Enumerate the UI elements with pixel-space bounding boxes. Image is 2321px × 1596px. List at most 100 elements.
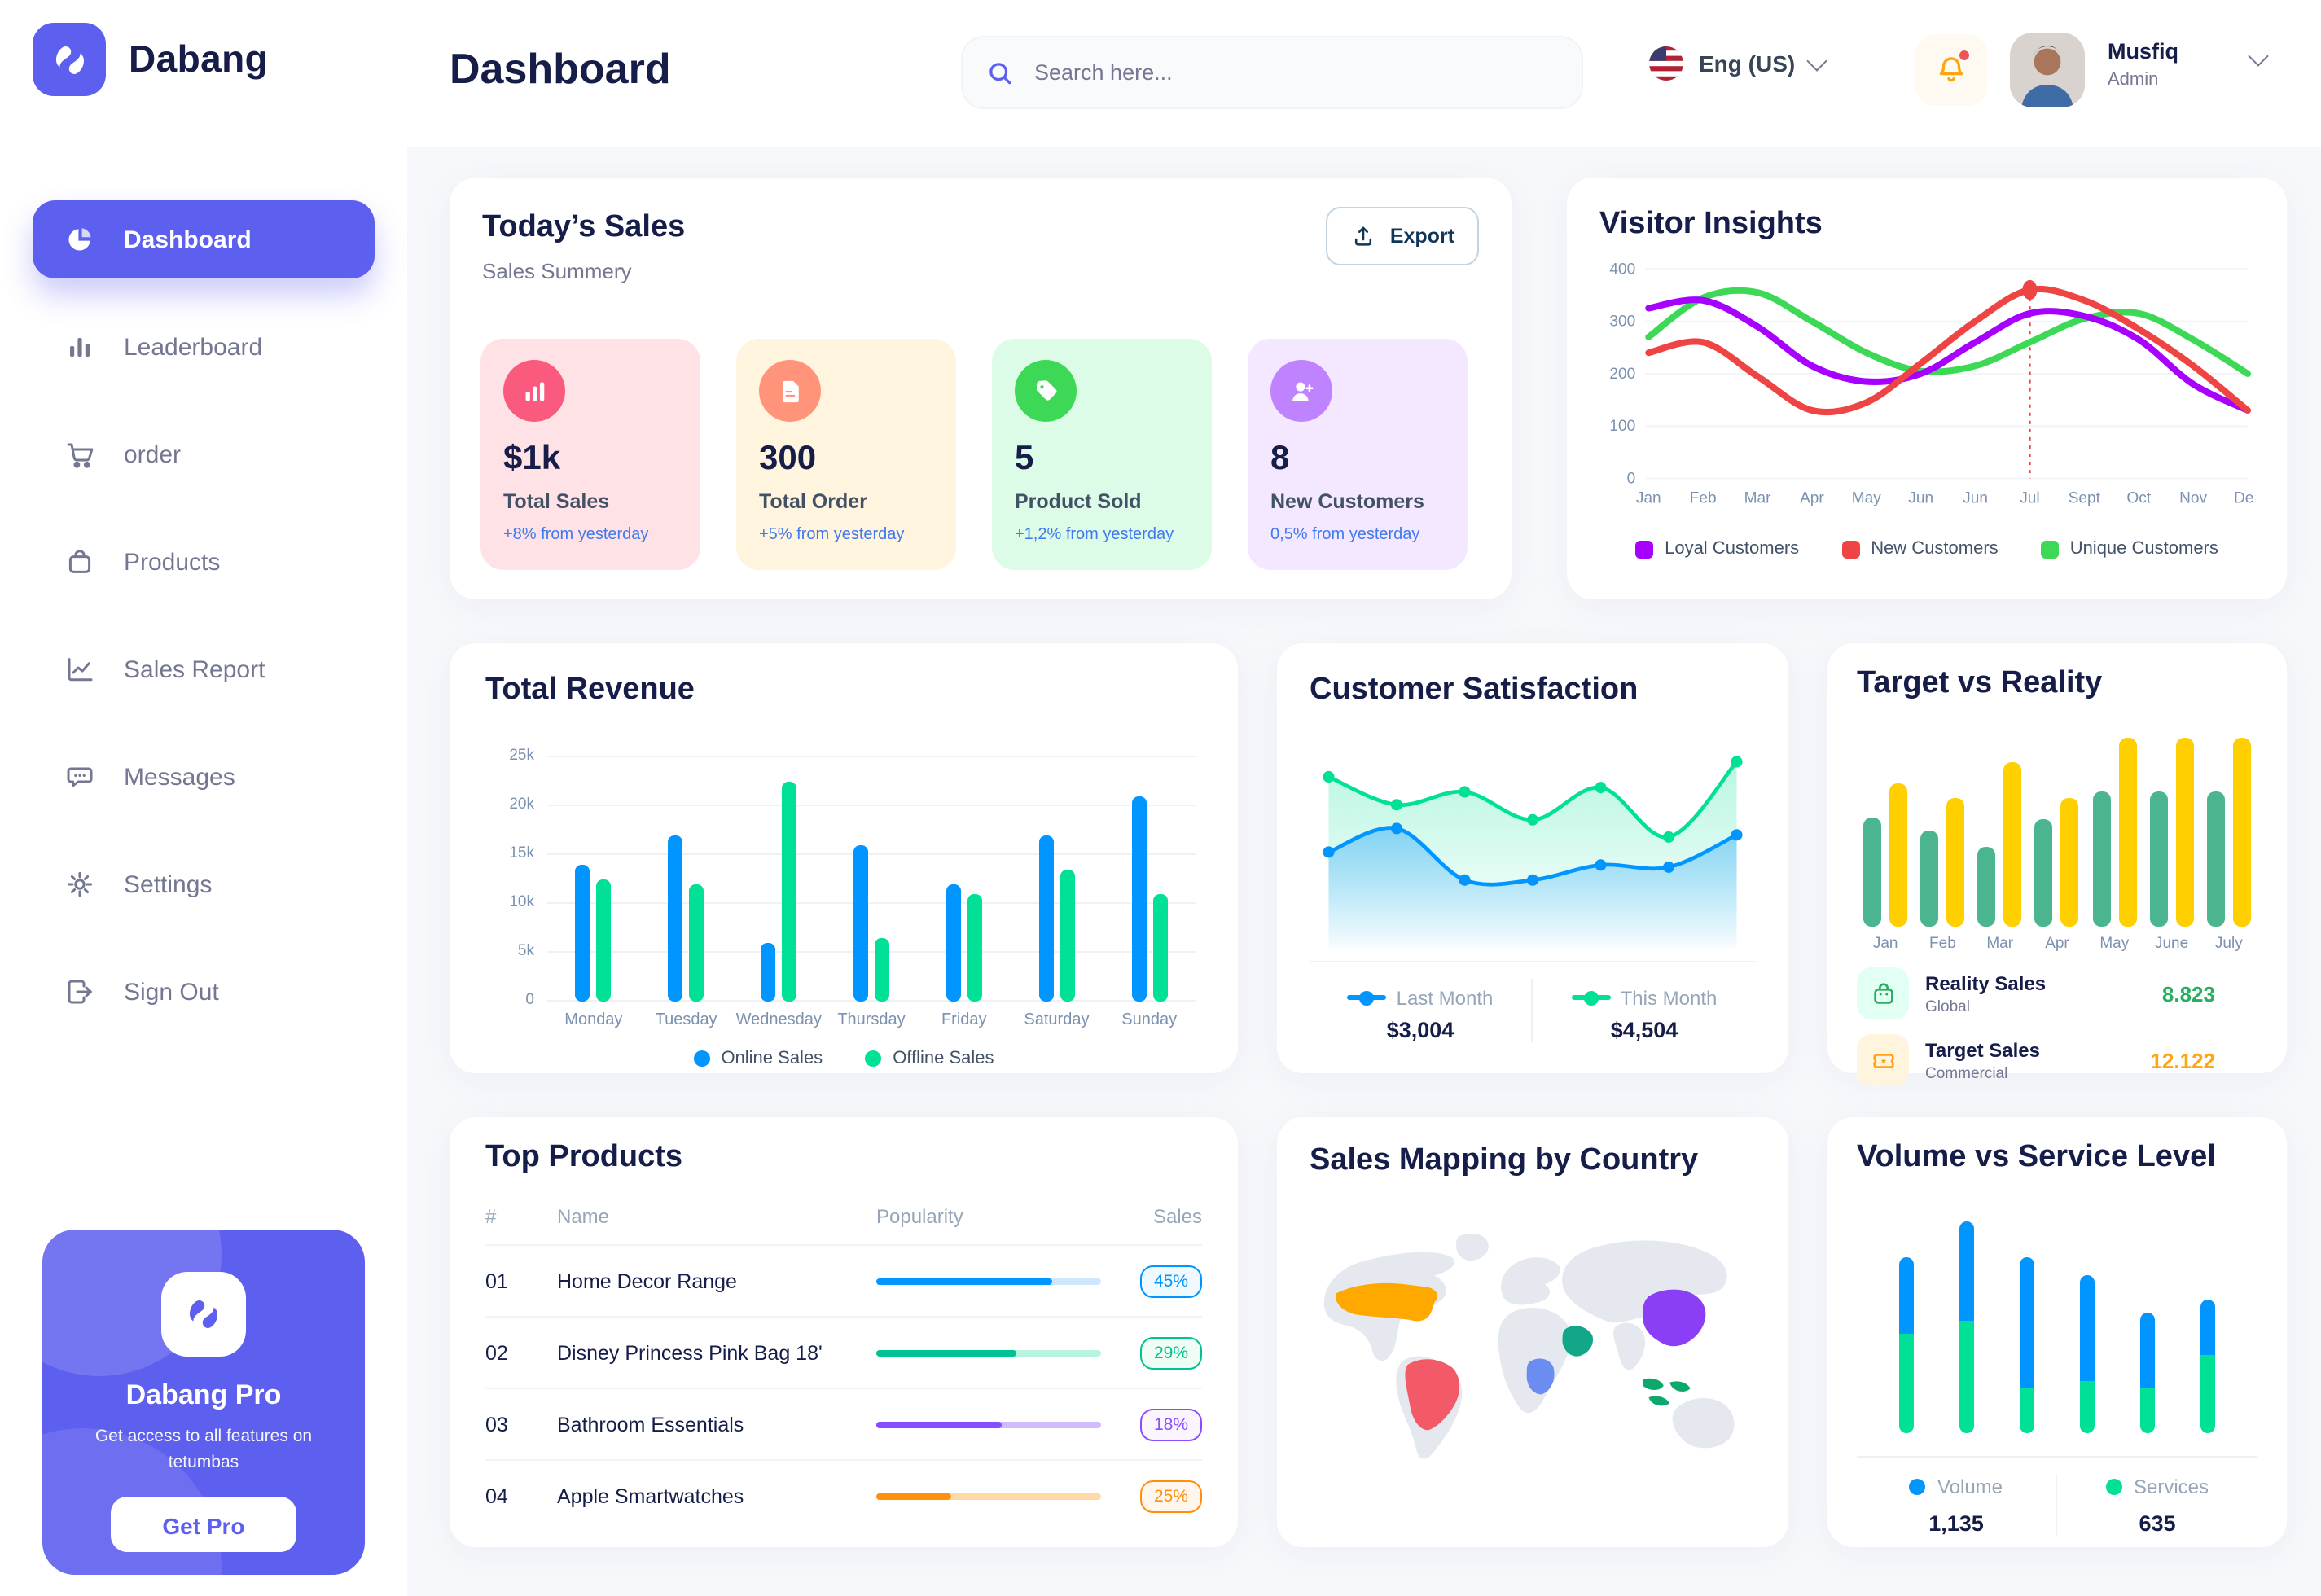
notifications-button[interactable] [1915, 34, 1987, 106]
bar-offline-sales [875, 938, 889, 1002]
visitor-insights-chart: 0 100 200 300 400 Jan Feb Mar Apr May Jun Jun Jul Sep… [1609, 261, 2254, 507]
new-customers-swatch [1841, 540, 1860, 558]
legend-item: Online Sales [693, 1049, 823, 1068]
user-chevron-down-icon[interactable] [2248, 46, 2269, 67]
customer-satisfaction-legend: Last Month $3,004 This Month $4,504 [1310, 961, 1756, 1041]
popularity-bar [876, 1421, 1101, 1427]
bar-target-sales [1946, 798, 1965, 927]
svg-text:Oct: Oct [2126, 490, 2151, 507]
chevron-down-icon [1806, 50, 1827, 71]
pro-title: Dabang Pro [125, 1379, 282, 1410]
unique-customers-swatch [2040, 540, 2059, 558]
sidebar-item-order[interactable]: order [33, 415, 375, 493]
sidebar: Dabang Dashboard Leaderboard order Products… [0, 0, 407, 1596]
customer-satisfaction-card: Customer Satisfaction Last Month $3,004 … [1277, 643, 1788, 1073]
user-role: Admin [2108, 70, 2159, 90]
product-rank: 02 [485, 1341, 508, 1364]
target-bar-group-may [2086, 737, 2143, 927]
search-input[interactable] [1031, 59, 1559, 86]
sidebar-item-settings[interactable]: Settings [33, 845, 375, 923]
sales-badge: 18% [1140, 1408, 1202, 1440]
bar-offline-sales [1152, 894, 1168, 1002]
world-map [1323, 1234, 1735, 1459]
customer-satisfaction-chart [1323, 756, 1743, 948]
sales-mapping-title: Sales Mapping by Country [1310, 1143, 1699, 1177]
sales-badge: 25% [1140, 1480, 1202, 1513]
revenue-bar-group-monday [547, 757, 640, 1002]
sales-badge: 45% [1140, 1265, 1202, 1297]
this-month-legend: This Month $4,504 [1533, 979, 1756, 1041]
map-greenland [1455, 1234, 1489, 1261]
bell-icon [1939, 57, 1963, 82]
cart-icon [62, 436, 98, 472]
product-rank: 03 [485, 1413, 508, 1436]
language-selector[interactable]: Eng (US) [1648, 46, 1827, 81]
gear-icon [62, 866, 98, 902]
user-name: Musfiq [2108, 39, 2178, 64]
top-products-title: Top Products [485, 1140, 683, 1174]
bar-target-sales [2232, 737, 2251, 927]
sidebar-item-leaderboard[interactable]: Leaderboard [33, 308, 375, 386]
sales-mapping-card: Sales Mapping by Country [1277, 1117, 1788, 1547]
target-vs-reality-chart [1857, 728, 2257, 927]
volume-legend: Volume 1,135 [1857, 1474, 2057, 1536]
services-legend: Services 635 [2057, 1474, 2257, 1536]
bar-online-sales [1038, 835, 1054, 1002]
target-vs-reality-title: Target vs Reality [1857, 666, 2103, 700]
product-name: Home Decor Range [557, 1269, 737, 1292]
sidebar-item-messages[interactable]: Messages [33, 738, 375, 816]
product-row[interactable]: 04 Apple Smartwatches 25% [485, 1461, 1202, 1532]
product-row[interactable]: 03 Bathroom Essentials 18% [485, 1389, 1202, 1461]
sign-out-icon [62, 974, 98, 1010]
user-menu[interactable]: Musfiq Admin [2108, 39, 2178, 90]
visitor-insights-card: Visitor Insights 0 100 200 300 400 Jan Feb Mar A… [1567, 178, 2287, 599]
brand-logo-icon [33, 23, 106, 96]
bar-offline-sales [782, 782, 797, 1002]
sidebar-item-sign-out[interactable]: Sign Out [33, 953, 375, 1031]
get-pro-button[interactable]: Get Pro [111, 1496, 296, 1551]
services-total: 635 [2139, 1511, 2176, 1536]
search-icon [989, 62, 1011, 84]
pie-chart-icon [62, 221, 98, 257]
svg-text:100: 100 [1609, 418, 1635, 435]
product-row[interactable]: 02 Disney Princess Pink Bag 18' 29% [485, 1318, 1202, 1389]
product-row[interactable]: 01 Home Decor Range 45% [485, 1246, 1202, 1318]
brand-name: Dabang [129, 37, 269, 80]
avatar[interactable] [2010, 33, 2085, 107]
stat-card-total-order: 300 Total Order +5% from yesterday [736, 339, 956, 570]
svg-text:Apr: Apr [1800, 490, 1824, 507]
stat-label: Total Sales [503, 490, 610, 513]
top-products-header: # Name Popularity Sales [485, 1192, 1202, 1246]
svg-text:Feb: Feb [1690, 490, 1717, 507]
product-rank: 01 [485, 1269, 508, 1292]
bar-offline-sales [596, 879, 612, 1002]
search-bar[interactable] [961, 36, 1583, 109]
target-vs-reality-card: Target vs Reality Jan Feb Mar Apr May June Jul… [1827, 643, 2287, 1086]
bar-online-sales [1131, 796, 1147, 1002]
volume-vs-service-card: Volume vs Service Level Volume 1,135 Ser… [1827, 1117, 2287, 1547]
customer-satisfaction-title: Customer Satisfaction [1310, 673, 1639, 707]
stat-value: 5 [1015, 440, 1034, 477]
bar-reality-sales [2149, 791, 2168, 927]
sidebar-item-sales-report[interactable]: Sales Report [33, 630, 375, 708]
revenue-bar-group-thursday [825, 757, 918, 1002]
total-revenue-x-labels: Monday Tuesday Wednesday Thursday Friday Satu… [564, 1011, 1178, 1029]
target-bar-group-apr [2029, 798, 2086, 927]
stat-delta: +1,2% from yesterday [1015, 526, 1174, 544]
last-month-total: $3,004 [1386, 1017, 1454, 1041]
reality-sales-label: Reality Sales [1925, 971, 2047, 994]
export-button[interactable]: Export [1326, 207, 1479, 265]
stat-receipt-icon [759, 360, 821, 422]
map-china [1643, 1289, 1706, 1347]
sidebar-item-dashboard[interactable]: Dashboard [33, 200, 375, 278]
stat-card-new-customers: 8 New Customers 0,5% from yesterday [1248, 339, 1468, 570]
svg-text:300: 300 [1609, 314, 1635, 331]
svg-text:Jul: Jul [2020, 490, 2039, 507]
target-sales-sub: Commercial [1925, 1064, 2008, 1082]
sidebar-item-products[interactable]: Products [33, 523, 375, 601]
target-vs-reality-x-labels: Jan Feb Mar Apr May June July [1872, 935, 2243, 953]
bar-offline-sales [689, 884, 704, 1002]
map-australia [1672, 1398, 1735, 1449]
stat-label: New Customers [1270, 490, 1424, 513]
stat-delta: 0,5% from yesterday [1270, 526, 1420, 544]
